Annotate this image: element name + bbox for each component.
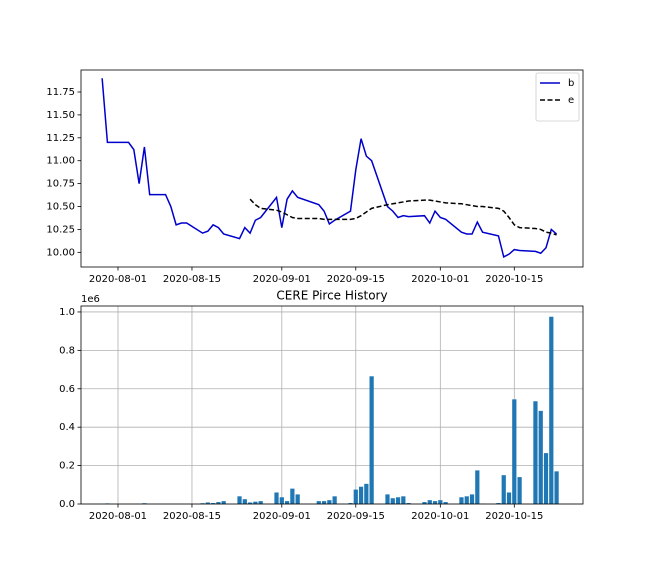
bar bbox=[358, 486, 364, 504]
bar bbox=[538, 410, 543, 504]
bar bbox=[237, 496, 242, 504]
bar bbox=[284, 501, 290, 504]
bar bbox=[506, 492, 512, 504]
bar bbox=[390, 498, 395, 504]
bar bbox=[422, 502, 427, 504]
bar bbox=[364, 483, 369, 504]
bar bbox=[554, 471, 559, 504]
y-tick-label: 10.00 bbox=[46, 247, 75, 258]
axes-frame bbox=[80, 69, 584, 268]
legend-box bbox=[535, 72, 580, 122]
x-tick-label: 2020-09-01 bbox=[253, 511, 311, 522]
y-tick-label: 0.6 bbox=[59, 384, 75, 395]
bar bbox=[401, 496, 406, 504]
chart-title: CERE Pirce History bbox=[276, 289, 387, 303]
legend-label: b bbox=[568, 78, 574, 89]
bar bbox=[543, 453, 549, 504]
bar bbox=[385, 494, 390, 504]
bar bbox=[406, 503, 411, 504]
bar bbox=[549, 316, 554, 504]
bar bbox=[501, 475, 506, 504]
bar bbox=[295, 494, 300, 504]
bar bbox=[432, 501, 438, 504]
bar bbox=[316, 501, 321, 504]
bar bbox=[274, 492, 279, 504]
bar bbox=[517, 477, 522, 504]
y-tick-label: 1.0 bbox=[59, 307, 75, 318]
y-tick-label: 11.00 bbox=[46, 156, 75, 167]
y-offset-label: 1e6 bbox=[81, 294, 100, 305]
bar bbox=[512, 399, 517, 504]
bar bbox=[216, 502, 221, 504]
bar bbox=[327, 500, 332, 504]
bar bbox=[210, 503, 216, 504]
legend-label: e bbox=[568, 95, 574, 106]
bar bbox=[353, 489, 358, 504]
x-tick-label: 2020-10-15 bbox=[485, 274, 543, 285]
bar bbox=[332, 496, 337, 504]
y-tick-label: 0.0 bbox=[59, 499, 75, 510]
x-tick-label: 2020-08-15 bbox=[163, 511, 221, 522]
bar bbox=[258, 501, 263, 504]
y-tick-label: 10.75 bbox=[46, 179, 75, 190]
x-tick-label: 2020-10-15 bbox=[485, 511, 543, 522]
y-tick-label: 11.50 bbox=[46, 110, 75, 121]
bar bbox=[247, 502, 253, 504]
y-tick-label: 11.75 bbox=[46, 87, 75, 98]
bar bbox=[533, 401, 538, 504]
y-tick-label: 10.25 bbox=[46, 224, 75, 235]
y-tick-label: 0.8 bbox=[59, 345, 75, 356]
bar bbox=[221, 501, 226, 504]
bar bbox=[496, 503, 501, 504]
x-tick-label: 2020-10-01 bbox=[411, 274, 469, 285]
bar bbox=[464, 496, 469, 504]
y-tick-label: 0.2 bbox=[59, 461, 75, 472]
bar bbox=[443, 502, 448, 504]
bar bbox=[279, 497, 284, 504]
bar bbox=[369, 376, 374, 504]
x-tick-label: 2020-09-15 bbox=[327, 274, 385, 285]
y-tick-label: 0.4 bbox=[59, 422, 75, 433]
x-tick-label: 2020-09-15 bbox=[327, 511, 385, 522]
bar bbox=[459, 497, 464, 504]
x-tick-label: 2020-08-01 bbox=[89, 274, 147, 285]
bar bbox=[348, 503, 353, 504]
series-line bbox=[249, 198, 557, 236]
bar bbox=[475, 470, 480, 504]
series-line bbox=[101, 78, 558, 259]
y-tick-label: 11.25 bbox=[46, 133, 75, 144]
bar bbox=[321, 501, 327, 504]
bar bbox=[395, 497, 401, 504]
bar bbox=[290, 488, 295, 504]
x-tick-label: 2020-08-01 bbox=[89, 511, 147, 522]
bar bbox=[469, 494, 475, 504]
bar bbox=[205, 502, 210, 504]
bar bbox=[427, 500, 432, 504]
bar bbox=[438, 500, 443, 504]
y-tick-label: 10.50 bbox=[46, 202, 75, 213]
x-tick-label: 2020-08-15 bbox=[163, 274, 221, 285]
x-tick-label: 2020-10-01 bbox=[411, 511, 469, 522]
bar bbox=[242, 499, 247, 504]
x-tick-label: 2020-09-01 bbox=[253, 274, 311, 285]
bar bbox=[253, 501, 258, 504]
axes-frame bbox=[80, 305, 584, 505]
